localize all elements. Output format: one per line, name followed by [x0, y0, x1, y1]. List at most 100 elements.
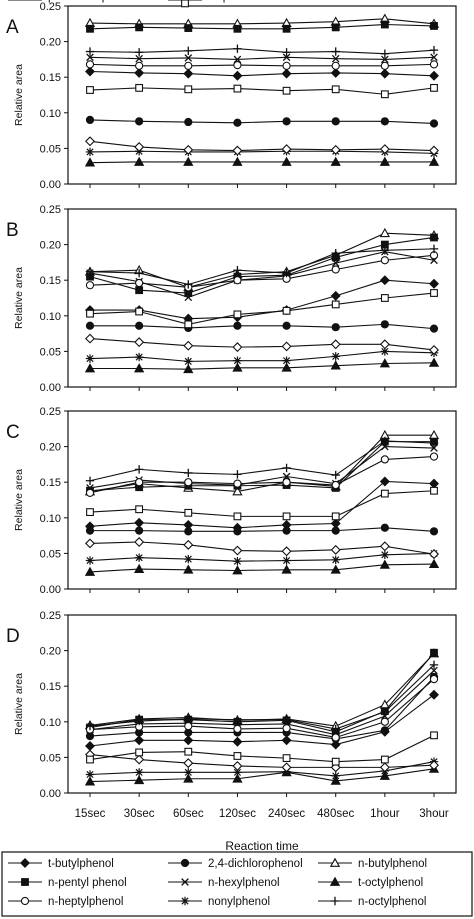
plus-marker — [282, 268, 291, 278]
triangle-filled-marker — [232, 773, 243, 783]
circle-open-marker — [380, 455, 389, 464]
square-open-marker — [135, 505, 144, 514]
triangle-open-marker — [379, 227, 390, 238]
diamond-open-marker — [85, 333, 95, 344]
circle-open-marker — [282, 724, 291, 733]
series-line — [89, 63, 435, 67]
plus-marker — [429, 244, 439, 254]
square-open-marker — [86, 309, 94, 318]
circle-filled-marker — [282, 321, 291, 330]
asterisk-marker — [184, 357, 193, 366]
diamond-open-marker — [429, 760, 439, 771]
diamond-filled-marker — [85, 66, 95, 77]
plus-marker — [233, 266, 242, 275]
asterisk-marker — [184, 554, 193, 564]
plus-marker — [233, 44, 242, 53]
triangle-filled-marker — [183, 363, 194, 374]
y-tick-label: 0.20 — [40, 37, 61, 49]
series-line — [89, 541, 435, 555]
diamond-filled-marker — [85, 741, 95, 751]
square-filled-marker — [86, 24, 94, 33]
circle-open-marker — [380, 256, 389, 265]
diamond-open-marker — [183, 539, 194, 550]
square-open-marker — [380, 755, 389, 764]
series-n-octylphenol — [85, 436, 439, 485]
legend-item: n-hexylphenol — [168, 877, 280, 889]
series-t-butylphenol — [85, 66, 439, 81]
circle-open-marker — [184, 478, 193, 487]
diamond-filled-marker — [134, 67, 145, 78]
series-line — [89, 441, 434, 492]
y-tick-label: 0.15 — [40, 477, 61, 489]
triangle-filled-marker — [134, 363, 145, 373]
asterisk-marker — [233, 557, 242, 566]
y-tick-label: 0.10 — [40, 108, 61, 120]
x-tick-label: 60sec — [173, 808, 204, 820]
asterisk-marker — [282, 356, 291, 365]
circle-filled-marker — [331, 117, 340, 126]
asterisk-marker — [85, 770, 95, 779]
square-open-marker — [135, 307, 144, 316]
y-tick-label: 0.20 — [40, 240, 61, 252]
circle-open-marker — [233, 724, 242, 734]
asterisk-marker — [85, 556, 95, 565]
triangle-filled-marker — [428, 558, 440, 568]
square-open-marker — [135, 83, 144, 92]
plus-marker — [134, 268, 144, 278]
square-open-marker — [380, 90, 389, 99]
circle-filled-marker — [429, 527, 439, 536]
legend-item: n-octylphenol — [318, 896, 426, 908]
series-t-octylphenol — [84, 156, 440, 167]
panel-b: B Relative area 0.00 0.05 0.10 0.15 0.20 0.25 — [6, 204, 457, 394]
circle-open-marker — [85, 60, 95, 69]
diamond-open-marker — [232, 545, 243, 556]
x-marker — [184, 293, 193, 302]
plus-marker — [282, 463, 291, 473]
triangle-filled-marker — [134, 563, 145, 573]
y-tick-label: 0.25 — [40, 1, 61, 13]
triangle-filled-marker — [84, 363, 96, 373]
legend-label: bisphenol-A — [208, 0, 269, 3]
asterisk-marker — [331, 771, 340, 781]
triangle-filled-marker — [330, 156, 341, 166]
legend-item: n-pentyl phenol — [8, 877, 127, 889]
diamond-filled-marker — [330, 739, 341, 750]
diamond-open-marker — [183, 340, 194, 351]
square-open-marker — [282, 86, 291, 95]
series-line — [89, 140, 435, 152]
series-line — [90, 323, 435, 330]
square-open-marker — [184, 508, 193, 517]
x-marker — [282, 53, 291, 62]
panel-d: D Relative area 0.00 0.05 0.10 0.15 0.20 0.25 15… — [6, 610, 457, 853]
asterisk-marker — [134, 553, 144, 562]
triangle-filled-marker — [232, 156, 243, 166]
x-tick-label: 3hour — [419, 808, 449, 820]
triangle-filled-marker — [379, 770, 390, 780]
series-pentachlrophenol — [85, 537, 439, 560]
circle-filled-marker — [85, 115, 95, 125]
series-n-heptylphenol — [85, 452, 439, 497]
triangle-filled-marker — [232, 565, 243, 575]
diamond-filled-marker — [330, 290, 341, 301]
square-open-marker — [86, 86, 94, 94]
series-line — [89, 440, 435, 482]
triangle-filled-marker — [330, 360, 341, 370]
diamond-filled-marker — [429, 70, 439, 81]
x-marker — [381, 55, 389, 64]
series-line — [89, 338, 435, 351]
plus-marker — [380, 49, 390, 58]
panel-a: A Relative area 0.00 0.05 0.10 0.15 0.20 0.25 — [6, 1, 457, 191]
square-filled-marker — [430, 233, 438, 242]
diamond-open-marker — [429, 549, 439, 560]
square-filled-marker — [135, 286, 144, 295]
diamond-open-marker — [232, 342, 243, 353]
series-line — [89, 56, 435, 60]
diamond-filled-marker — [379, 68, 390, 79]
square-open-marker — [430, 83, 438, 92]
diamond-filled-marker — [232, 70, 243, 81]
legend-label: pentachlrophenol — [48, 0, 136, 3]
x-marker — [184, 54, 193, 62]
legend-label: t-octylphenol — [358, 877, 423, 889]
asterisk-marker — [85, 147, 95, 157]
circle-open-marker — [85, 281, 95, 290]
